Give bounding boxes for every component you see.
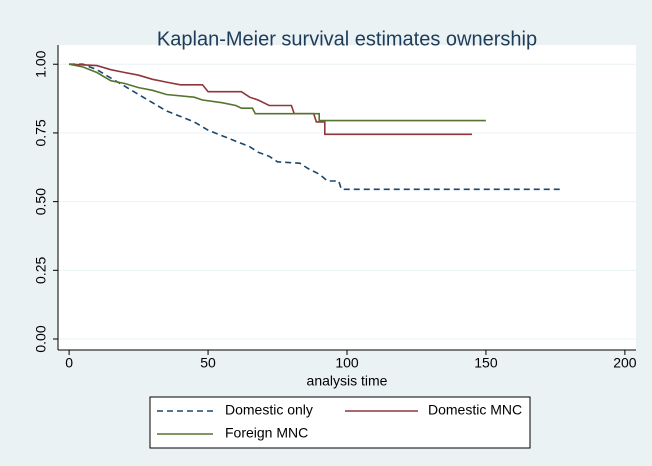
survival-curve <box>69 63 472 136</box>
survival-curve <box>68 63 486 122</box>
y-tick-label: 0.75 <box>33 119 49 146</box>
plot-area <box>58 45 636 350</box>
x-tick-label: 150 <box>474 355 498 371</box>
chart-title: Kaplan-Meier survival estimates ownershi… <box>157 28 537 50</box>
y-tick-label: 0.00 <box>33 325 49 352</box>
legend: Domestic only Domestic MNC Foreign MNC <box>149 396 531 449</box>
x-tick-label: 200 <box>613 355 637 371</box>
x-tick-label: 0 <box>65 355 73 371</box>
x-axis-title: analysis time <box>307 373 388 389</box>
legend-label: Domestic only <box>225 402 313 418</box>
y-tick-label: 0.50 <box>33 188 49 215</box>
legend-box <box>149 396 531 449</box>
y-tick-label: 0.25 <box>33 256 49 283</box>
x-tick-label: 50 <box>200 355 216 371</box>
legend-label: Domestic MNC <box>428 402 522 418</box>
y-tick-label: 1.00 <box>33 50 49 77</box>
legend-label: Foreign MNC <box>225 425 308 441</box>
x-tick-label: 100 <box>335 355 359 371</box>
